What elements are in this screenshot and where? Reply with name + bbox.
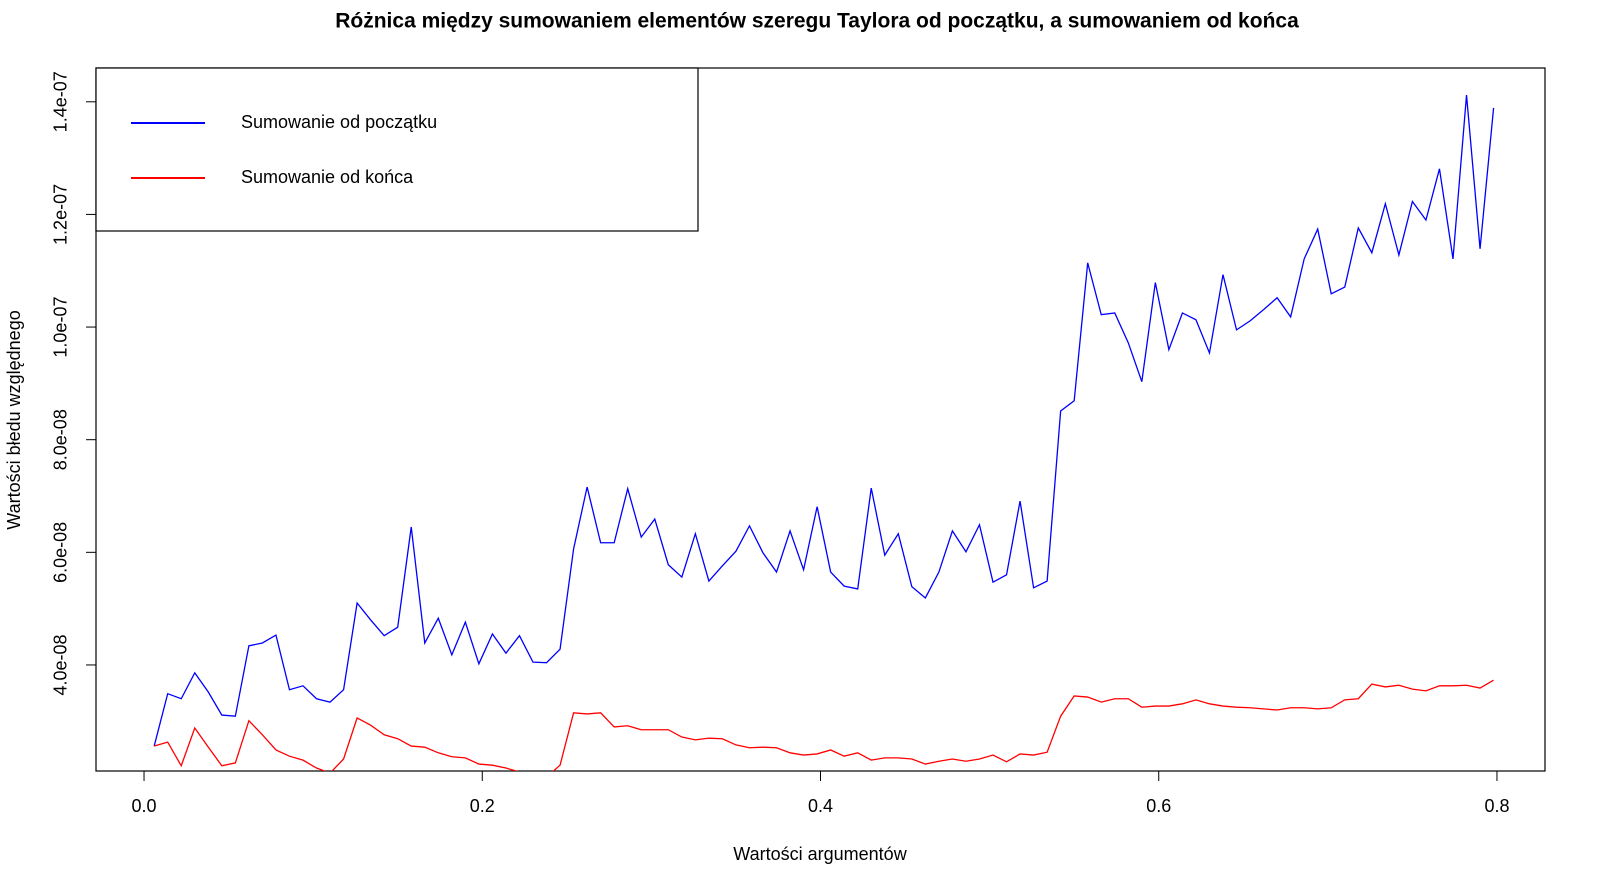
y-axis-label: Wartości błedu względnego (4, 310, 24, 529)
x-tick-label: 0.8 (1484, 796, 1509, 816)
y-tick-label: 6.0e-08 (51, 522, 71, 583)
series-line (153, 679, 1494, 771)
legend-box (95, 67, 699, 232)
x-axis-label: Wartości argumentów (733, 844, 907, 864)
chart-title: Różnica między sumowaniem elementów szer… (335, 10, 1299, 33)
legend-label: Sumowanie od początku (241, 112, 437, 132)
y-tick-label: 4.0e-08 (51, 634, 71, 695)
x-tick-label: 0.2 (470, 796, 495, 816)
legend-label: Sumowanie od końca (241, 167, 414, 187)
series-line (153, 94, 1495, 747)
y-tick-label: 1.2e-07 (51, 184, 71, 245)
x-tick-label: 0.4 (808, 796, 833, 816)
y-tick-label: 1.4e-07 (51, 71, 71, 132)
y-tick-label: 1.0e-07 (51, 297, 71, 358)
x-tick-label: 0.6 (1146, 796, 1171, 816)
x-tick-label: 0.0 (132, 796, 157, 816)
y-tick-label: 8.0e-08 (51, 409, 71, 470)
